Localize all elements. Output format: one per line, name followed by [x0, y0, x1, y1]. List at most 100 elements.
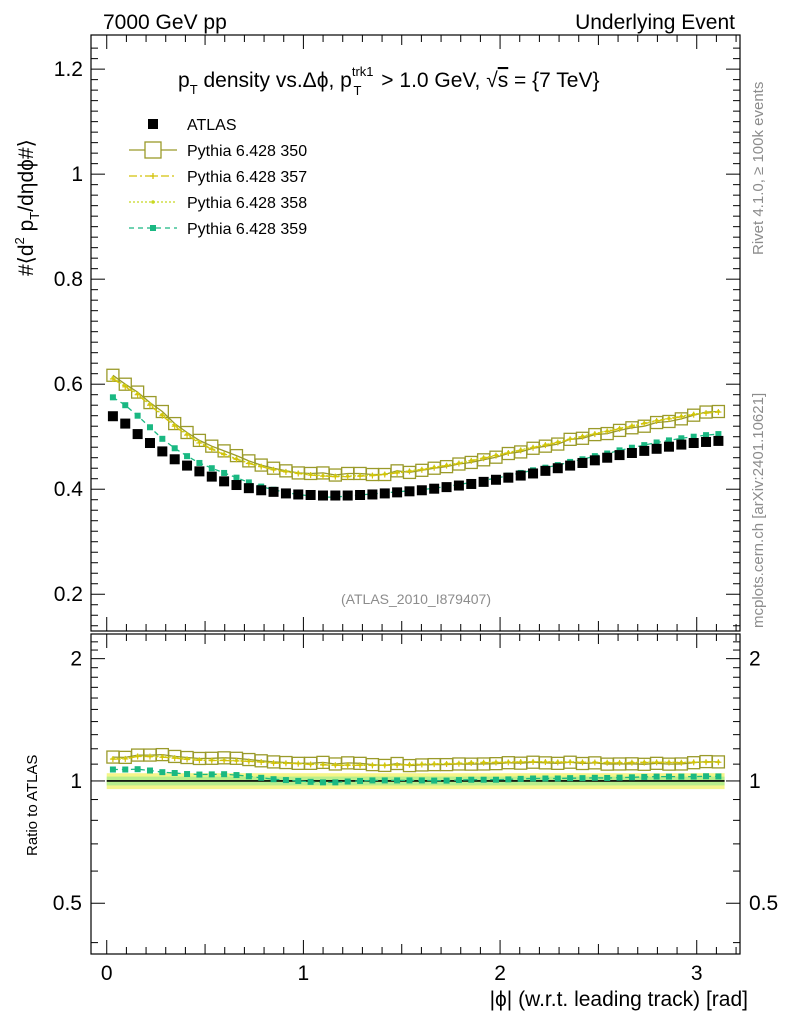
py359-point [146, 424, 153, 431]
main-series [106, 368, 726, 501]
py359-point [381, 777, 388, 784]
py359-point [319, 779, 326, 786]
atlas-point [268, 486, 279, 497]
atlas-point [490, 474, 501, 485]
legend-py358-marker [151, 200, 155, 204]
py359-point [270, 776, 277, 783]
py359-point [221, 469, 228, 476]
legend-atlas-marker [148, 119, 158, 129]
py359-point [332, 779, 339, 786]
py359-point [394, 777, 401, 784]
py359-point [109, 766, 116, 773]
py359-point [492, 776, 499, 783]
py359-point [233, 772, 240, 779]
py359-point [616, 774, 623, 781]
py359-point [307, 778, 314, 785]
py359-point [554, 775, 561, 782]
ratio-y-tick-label: 2 [70, 648, 82, 671]
atlas-point [676, 439, 687, 450]
ylabel-sub: T [27, 212, 42, 220]
py350-point [118, 377, 132, 391]
atlas-point [231, 480, 242, 491]
atlas-point [280, 488, 291, 499]
atlas-point [478, 476, 489, 487]
py359-point [517, 775, 524, 782]
title-sub-1: T [190, 82, 198, 97]
py359-point [122, 402, 129, 409]
py350-point [130, 385, 145, 399]
py359-point [418, 777, 425, 784]
py359-point [184, 453, 191, 460]
py359-point [678, 435, 685, 442]
y-tick-label: 0.4 [54, 478, 84, 501]
atlas-point [367, 489, 378, 500]
atlas-point [182, 460, 193, 471]
py359-point [196, 459, 203, 466]
ratio-y-tick-label-right: 1 [749, 770, 761, 793]
ratio-y-tick-label: 0.5 [53, 892, 82, 915]
atlas-point [453, 480, 464, 491]
atlas-point [206, 471, 217, 482]
atlas-point [330, 490, 341, 501]
py359-point [431, 777, 438, 784]
py359-point [357, 777, 364, 784]
py359-point [134, 766, 141, 773]
atlas-point [107, 411, 118, 422]
atlas-point [132, 429, 143, 440]
atlas-point [602, 452, 613, 463]
x-tick-label: 2 [494, 962, 506, 985]
title-part-3: > 1.0 GeV, [375, 69, 486, 92]
atlas-point [194, 466, 205, 477]
py359-point [567, 775, 574, 782]
ratio-axis-ticks: 0.5 0.5 1 1 2 2 0 1 2 3 [53, 634, 778, 985]
atlas-point [317, 490, 328, 501]
atlas-point [157, 446, 168, 457]
py359-point [628, 444, 635, 451]
py359-point [295, 777, 302, 784]
py359-point [344, 778, 351, 785]
py359-point [690, 433, 697, 440]
py359-point [159, 435, 166, 442]
atlas-point [379, 488, 390, 499]
ratio-y-tick-label: 1 [70, 770, 82, 793]
process-label: Underlying Event [575, 11, 735, 34]
legend-label: Pythia 6.428 359 [187, 221, 307, 238]
py359-point [208, 465, 215, 472]
sqrt-sign: √ [486, 69, 498, 92]
py359-point [678, 773, 685, 780]
atlas-point [688, 438, 699, 449]
title-part-2: density vs.Δϕ, p [198, 69, 352, 92]
py359-point [134, 412, 141, 419]
atlas-point [392, 487, 403, 498]
atlas-point [701, 436, 712, 447]
py359-point [455, 777, 462, 784]
py359-point [653, 439, 660, 446]
py359-point [258, 774, 265, 781]
atlas-point [577, 457, 588, 468]
atlas-point [528, 468, 539, 479]
y-tick-label: 0.8 [54, 268, 83, 291]
py350-point [180, 425, 194, 440]
atlas-point [466, 478, 477, 489]
ylabel-part-a: #⟨d [15, 244, 38, 276]
main-plot-frame [90, 34, 741, 632]
py359-point [171, 770, 178, 777]
ylabel-part-c: /dηdϕ#⟩ [15, 139, 38, 212]
atlas-point [565, 460, 576, 471]
y-tick-label: 0.2 [54, 583, 83, 606]
py359-point [505, 776, 512, 783]
py359-point [591, 774, 598, 781]
atlas-point [219, 476, 230, 487]
atlas-point [441, 482, 452, 493]
atlas-point [342, 490, 353, 501]
py359-point [715, 773, 722, 780]
main-axis-ticks: 0.2 0.4 0.6 0.8 1 1.2 [54, 35, 740, 631]
title-root: s [498, 69, 509, 92]
atlas-point [429, 483, 440, 494]
atlas-point [663, 441, 674, 452]
py359-point [703, 432, 710, 439]
py359-point [233, 474, 240, 481]
py359-point [480, 776, 487, 783]
atlas-point [144, 438, 155, 449]
py359-point [641, 442, 648, 449]
